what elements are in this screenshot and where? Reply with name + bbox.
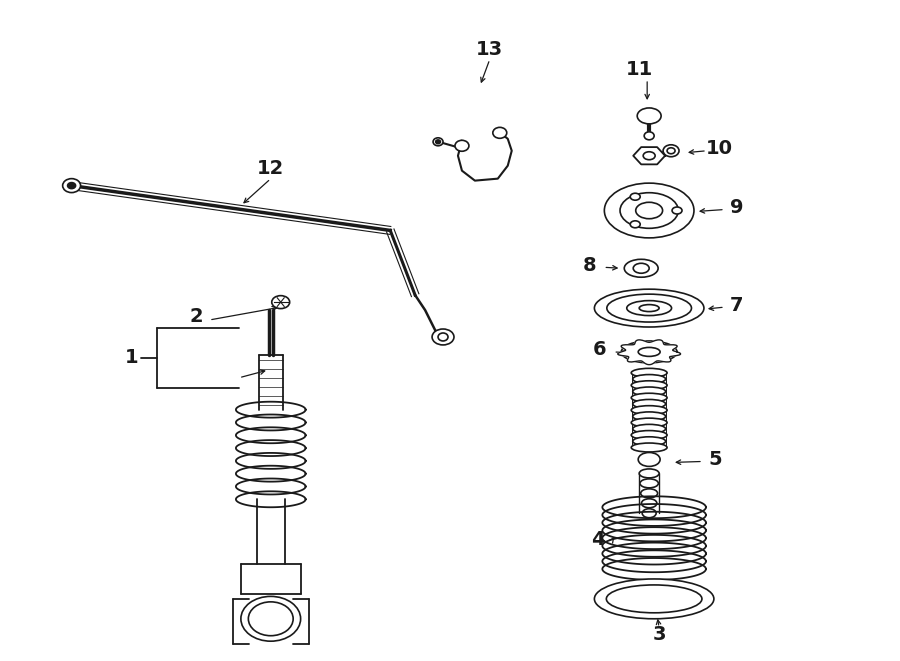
Text: 12: 12 (257, 159, 284, 178)
Ellipse shape (241, 596, 301, 641)
Ellipse shape (272, 295, 290, 309)
Text: 6: 6 (592, 340, 607, 360)
Polygon shape (634, 147, 665, 165)
Ellipse shape (631, 381, 667, 390)
Text: 4: 4 (590, 529, 604, 549)
Ellipse shape (672, 207, 682, 214)
Ellipse shape (635, 202, 662, 219)
Text: 1: 1 (124, 348, 139, 368)
Ellipse shape (637, 108, 662, 124)
Ellipse shape (626, 301, 671, 315)
Ellipse shape (432, 329, 454, 345)
Ellipse shape (631, 443, 667, 452)
Ellipse shape (631, 430, 667, 440)
Ellipse shape (644, 152, 655, 160)
Ellipse shape (633, 375, 666, 383)
Ellipse shape (631, 406, 667, 414)
Ellipse shape (633, 424, 666, 434)
Ellipse shape (631, 418, 667, 427)
Ellipse shape (68, 182, 76, 188)
Ellipse shape (633, 399, 666, 408)
Ellipse shape (625, 259, 658, 277)
Text: 7: 7 (730, 295, 743, 315)
Ellipse shape (633, 437, 666, 446)
Ellipse shape (631, 368, 667, 377)
Ellipse shape (638, 453, 660, 467)
Ellipse shape (493, 128, 507, 138)
Ellipse shape (433, 137, 443, 146)
Ellipse shape (438, 333, 448, 341)
Text: 13: 13 (476, 40, 503, 59)
Ellipse shape (630, 193, 640, 200)
Ellipse shape (248, 602, 293, 636)
Ellipse shape (604, 183, 694, 238)
Ellipse shape (638, 348, 660, 356)
Ellipse shape (667, 148, 675, 154)
Polygon shape (617, 340, 680, 365)
Ellipse shape (630, 221, 640, 228)
Ellipse shape (607, 585, 702, 613)
Text: 10: 10 (706, 139, 733, 158)
Ellipse shape (641, 489, 658, 498)
Ellipse shape (639, 469, 659, 478)
Text: 9: 9 (730, 198, 743, 217)
Text: 3: 3 (652, 625, 666, 644)
Ellipse shape (620, 193, 679, 228)
Ellipse shape (642, 499, 657, 508)
Ellipse shape (633, 412, 666, 421)
Ellipse shape (633, 387, 666, 396)
Ellipse shape (594, 579, 714, 619)
Text: 5: 5 (708, 450, 722, 469)
Ellipse shape (621, 341, 677, 363)
Ellipse shape (436, 140, 440, 144)
Ellipse shape (455, 140, 469, 151)
Ellipse shape (63, 178, 81, 192)
Text: 2: 2 (189, 307, 202, 326)
Ellipse shape (594, 289, 704, 327)
Ellipse shape (607, 294, 691, 322)
Text: 11: 11 (626, 59, 652, 79)
Ellipse shape (634, 263, 649, 273)
Text: 8: 8 (582, 256, 596, 275)
Ellipse shape (639, 305, 659, 311)
Ellipse shape (644, 132, 654, 140)
Ellipse shape (663, 145, 679, 157)
Ellipse shape (640, 479, 659, 488)
Ellipse shape (631, 393, 667, 402)
Ellipse shape (643, 509, 656, 518)
